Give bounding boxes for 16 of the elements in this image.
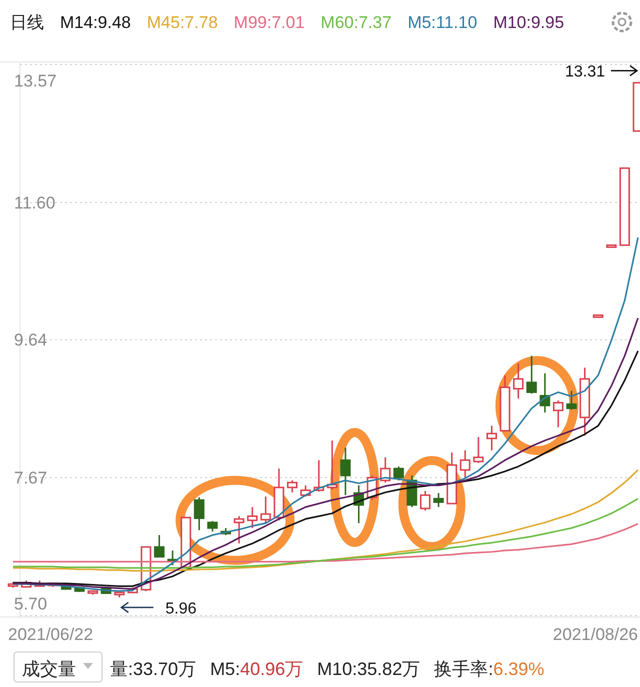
y-tick-label: 5.70: [14, 594, 48, 614]
text: M10:35.82万: [317, 659, 420, 679]
legend: M14:9.48 M45:7.78 M99:7.01 M60:7.37 M5:11.10 M10:9.95: [60, 13, 564, 32]
text: M5:40.96万: [210, 659, 304, 679]
chart-title: 日线: [10, 13, 44, 32]
y-tick-label: 13.57: [14, 72, 57, 90]
annotation: 13.31: [564, 64, 606, 81]
annotation: 5.96: [165, 600, 197, 618]
y-tick-label: 9.64: [14, 330, 48, 350]
text: 换手率:6.39%: [434, 659, 544, 679]
y-tick-label: 11.60: [14, 193, 56, 212]
text: 成交量: [22, 659, 76, 679]
text: 2021/06/22: [8, 625, 94, 644]
text: 量:33.70万: [110, 659, 196, 679]
text: 2021/08/26: [552, 625, 638, 644]
y-tick-label: 7.67: [14, 468, 48, 488]
